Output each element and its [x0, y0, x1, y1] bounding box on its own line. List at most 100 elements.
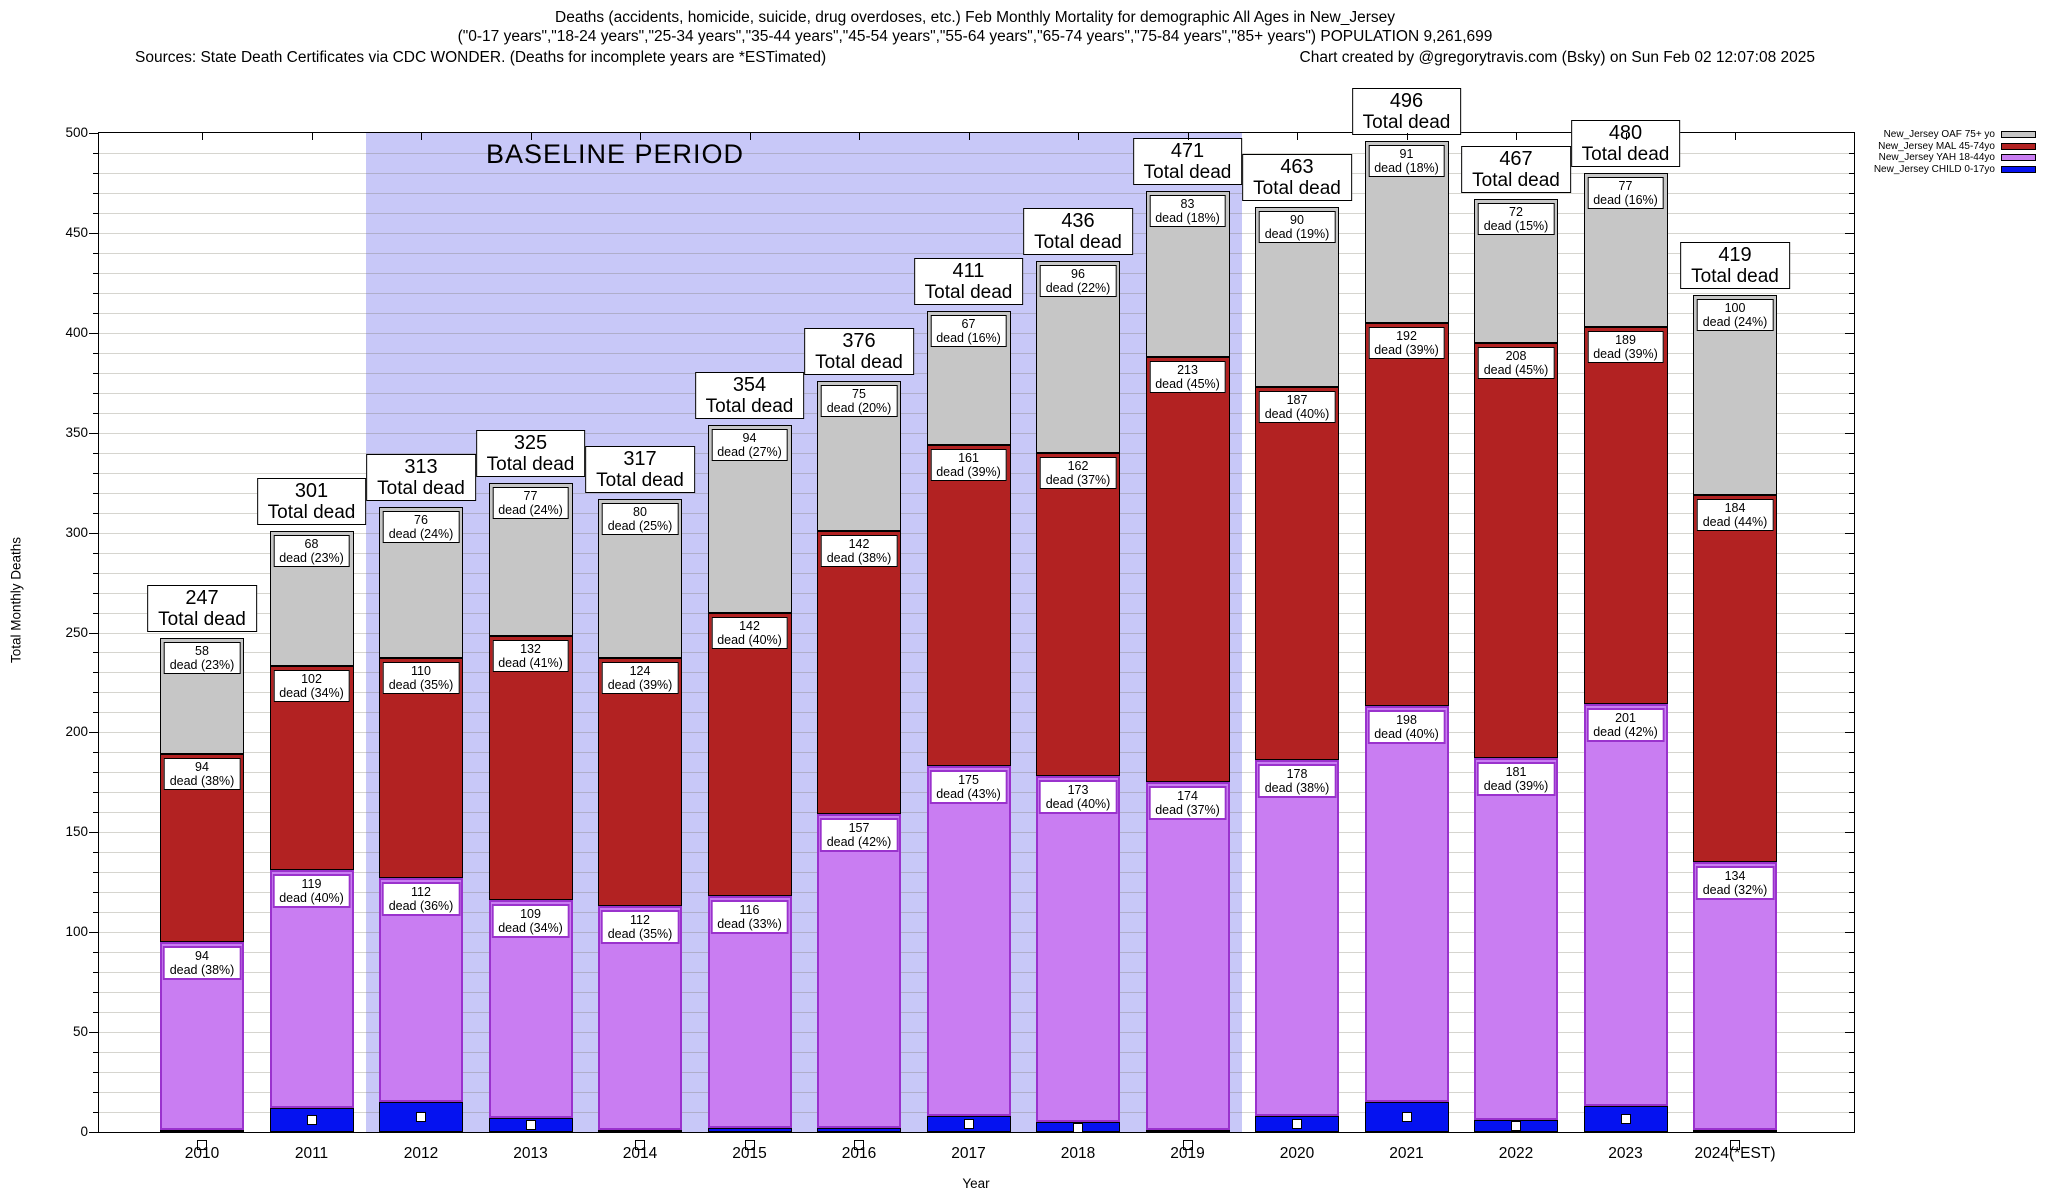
segment-label-oaf-2024(*EST): 100 dead (24%) — [1696, 298, 1774, 331]
bar-2022-segment-yah — [1474, 758, 1558, 1120]
y-tick-left — [93, 892, 98, 894]
x-tick-label-2021: 2021 — [1389, 1145, 1424, 1162]
segment-label-mal-2023: 189 dead (39%) — [1587, 330, 1664, 363]
segment-label-oaf-2015: 94 dead (27%) — [711, 428, 788, 461]
plot-area: BASELINE PERIOD 94 dead (38%) 94 dead (38%) 5… — [98, 88, 1855, 1150]
y-tick-right — [1845, 432, 1854, 434]
x-tick-label-2013: 2013 — [513, 1145, 548, 1162]
segment-label-yah-2023: 201 dead (42%) — [1586, 708, 1665, 743]
y-tick-right — [1849, 652, 1854, 654]
child-marker-2023 — [1620, 1113, 1631, 1124]
y-tick-right — [1849, 592, 1854, 594]
y-tick-right — [1849, 912, 1854, 914]
x-tick-label-2015: 2015 — [732, 1145, 767, 1162]
bar-2014-segment-child — [598, 1130, 682, 1132]
child-marker-2019 — [1182, 1140, 1193, 1150]
x-tick-top-2015 — [749, 133, 751, 140]
x-tick-top-2018 — [1078, 133, 1079, 140]
segment-label-yah-2012: 112 dead (36%) — [381, 882, 461, 917]
y-tick-right — [1849, 192, 1854, 194]
y-tick-left — [93, 952, 98, 954]
bar-2019-segment-yah — [1145, 782, 1230, 1130]
chart-title-line3: Sources: State Death Certificates via CD… — [135, 49, 1815, 67]
y-tick-left — [89, 133, 98, 134]
y-tick-left — [89, 732, 98, 734]
y-tick-left — [93, 912, 98, 914]
y-tick-right — [1849, 412, 1854, 414]
legend-row: New_Jersey CHILD 0-17yo — [1874, 164, 2036, 176]
segment-label-yah-2013: 109 dead (34%) — [491, 904, 570, 939]
segment-label-oaf-2013: 77 dead (24%) — [492, 486, 569, 519]
bar-2020-segment-mal — [1255, 386, 1339, 761]
y-tick-left — [93, 492, 98, 494]
y-tick-left — [93, 812, 98, 814]
child-marker-2013 — [525, 1120, 536, 1131]
y-tick-left — [93, 652, 98, 654]
legend: New_Jersey OAF 75+ yo New_Jersey MAL 45-7… — [1874, 129, 2036, 175]
y-tick-right — [1849, 312, 1854, 314]
total-label-2019: 471 Total dead — [1132, 137, 1243, 185]
credit-text: Chart created by @gregorytravis.com (Bsk… — [1299, 49, 1815, 66]
segment-label-oaf-2012: 76 dead (24%) — [382, 510, 460, 543]
segment-label-yah-2016: 157 dead (42%) — [819, 818, 899, 853]
y-tick-left — [89, 932, 98, 934]
bar-2011-segment-yah — [269, 870, 354, 1108]
segment-label-mal-2014: 124 dead (39%) — [601, 662, 679, 695]
bar-2017-segment-yah — [926, 766, 1011, 1116]
segment-label-oaf-2010: 58 dead (23%) — [163, 642, 241, 675]
total-label-2014: 317 Total dead — [585, 445, 695, 493]
y-tick-left — [93, 972, 98, 974]
segment-label-oaf-2014: 80 dead (25%) — [601, 502, 679, 535]
y-tick-left — [93, 572, 98, 574]
total-label-2017: 411 Total dead — [913, 257, 1024, 305]
y-tick-left — [93, 512, 98, 514]
total-label-2022: 467 Total dead — [1461, 145, 1571, 193]
segment-label-oaf-2011: 68 dead (23%) — [273, 534, 350, 567]
y-tick-right — [1849, 292, 1854, 294]
y-tick-label-100: 100 — [65, 924, 88, 940]
segment-label-mal-2010: 94 dead (38%) — [163, 758, 241, 791]
y-tick-label-300: 300 — [65, 524, 88, 540]
x-tick-label-2018: 2018 — [1060, 1145, 1096, 1162]
y-tick-right — [1849, 1072, 1854, 1074]
y-tick-left — [89, 832, 98, 834]
x-tick-top-2011 — [311, 133, 313, 140]
y-tick-left — [93, 452, 98, 454]
y-tick-left — [93, 1012, 98, 1014]
bar-2021-segment-mal — [1364, 322, 1449, 707]
x-tick-label-2012: 2012 — [403, 1145, 439, 1162]
x-tick-label-2017: 2017 — [951, 1145, 986, 1162]
child-marker-2010 — [197, 1140, 207, 1150]
y-tick-right — [1849, 752, 1854, 754]
child-marker-2017 — [963, 1119, 974, 1130]
segment-label-oaf-2022: 72 dead (15%) — [1477, 202, 1555, 235]
segment-label-mal-2012: 110 dead (35%) — [382, 662, 460, 695]
legend-row: New_Jersey MAL 45-74yo — [1874, 141, 2036, 153]
segment-label-yah-2015: 116 dead (33%) — [710, 900, 789, 935]
bar-2023-segment-mal — [1583, 326, 1668, 705]
y-tick-left — [89, 632, 98, 634]
bar-2019-segment-mal — [1145, 356, 1230, 783]
y-tick-right — [1849, 972, 1854, 974]
segment-label-mal-2020: 187 dead (40%) — [1258, 390, 1336, 423]
segment-label-yah-2022: 181 dead (39%) — [1476, 762, 1556, 797]
y-tick-label-200: 200 — [65, 724, 88, 740]
y-tick-left — [93, 272, 98, 274]
y-tick-label-250: 250 — [65, 624, 88, 640]
y-tick-right — [1849, 1012, 1854, 1014]
bar-2014-segment-mal — [598, 658, 682, 907]
segment-label-oaf-2018: 96 dead (22%) — [1039, 264, 1117, 297]
x-tick-label-2022: 2022 — [1498, 1145, 1534, 1162]
legend-swatch-icon — [2001, 131, 2036, 139]
y-tick-left — [93, 692, 98, 694]
x-tick-top-2023 — [1625, 133, 1627, 140]
segment-label-mal-2024(*EST): 184 dead (44%) — [1696, 498, 1774, 531]
total-label-2015: 354 Total dead — [694, 371, 805, 419]
y-tick-left — [93, 752, 98, 754]
y-tick-right — [1845, 932, 1854, 934]
bar-2018-segment-mal — [1036, 452, 1120, 777]
y-tick-left — [93, 352, 98, 354]
y-tick-left — [93, 792, 98, 794]
legend-label: New_Jersey OAF 75+ yo — [1883, 129, 1995, 141]
x-tick-top-2012 — [421, 133, 422, 140]
